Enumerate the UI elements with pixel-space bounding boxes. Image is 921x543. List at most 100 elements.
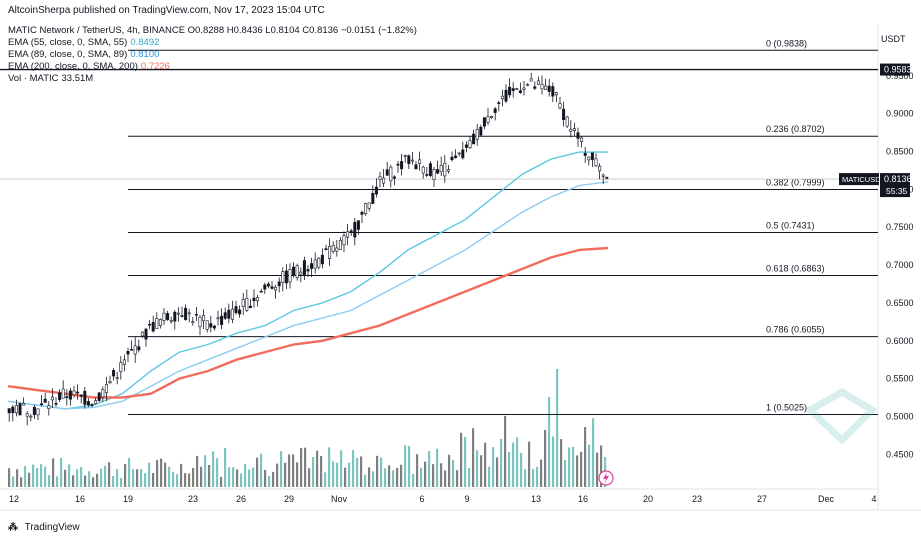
- volume-bar: [532, 468, 535, 487]
- price-tick-label: 0.5500: [886, 374, 914, 384]
- fib-label: 0.786 (0.6055): [766, 325, 825, 335]
- candle-body: [288, 269, 292, 283]
- candle-body: [148, 323, 152, 326]
- volume-bar: [372, 471, 375, 487]
- candle-body: [479, 126, 483, 136]
- volume-bar: [72, 475, 75, 487]
- candle-body: [36, 408, 40, 416]
- candle-body: [94, 400, 98, 405]
- volume-bar: [456, 470, 459, 487]
- volume-bar: [256, 457, 259, 487]
- volume-bar: [520, 452, 523, 487]
- candle-body: [396, 163, 400, 166]
- volume-value: 33.51M: [61, 73, 94, 84]
- candle-body: [317, 258, 321, 268]
- candle-body: [446, 169, 450, 172]
- candle-body: [266, 283, 270, 287]
- volume-bar: [508, 452, 511, 487]
- volume-bar: [144, 473, 147, 487]
- candle-body: [90, 404, 94, 406]
- ema200-label: EMA (200, close, 0, SMA, 200): [8, 61, 138, 72]
- time-tick-label: 29: [284, 494, 294, 504]
- candle-body: [14, 405, 18, 414]
- volume-bar: [128, 457, 131, 487]
- volume-bar: [568, 447, 571, 487]
- candle-body: [252, 297, 256, 302]
- volume-bar: [564, 460, 567, 487]
- volume-bar: [100, 468, 103, 487]
- volume-bar: [96, 473, 99, 487]
- candle-body: [151, 322, 155, 332]
- time-tick-label: 23: [188, 494, 198, 504]
- candle-body: [122, 359, 126, 365]
- candle-body: [274, 286, 278, 291]
- candle-body: [457, 152, 461, 155]
- volume-bar: [576, 455, 579, 487]
- candle-body: [475, 129, 479, 140]
- volume-bar: [500, 438, 503, 487]
- volume-bar: [148, 462, 151, 487]
- volume-bar: [320, 455, 323, 487]
- candle-body: [277, 281, 281, 287]
- candle-body: [86, 401, 90, 406]
- candle-body: [436, 169, 440, 174]
- candle-body: [198, 316, 202, 328]
- candle-body: [137, 346, 141, 351]
- candle-body: [544, 85, 548, 90]
- candle-body: [353, 222, 357, 238]
- volume-bar: [352, 450, 355, 487]
- ema89-legend[interactable]: EMA (89, close, 0, SMA, 89) 0.8100: [8, 49, 159, 60]
- tradingview-footer[interactable]: ⁂ TradingView: [8, 522, 80, 533]
- volume-bar: [360, 456, 363, 487]
- candle-body: [306, 269, 310, 272]
- candle-body: [500, 95, 504, 100]
- volume-bar: [220, 476, 223, 487]
- candle-body: [493, 108, 497, 113]
- candle-body: [238, 309, 242, 315]
- volume-bar: [440, 463, 443, 487]
- candle-body: [245, 297, 249, 311]
- volume-bar: [528, 441, 531, 487]
- candle-body: [97, 392, 101, 401]
- candle-body: [558, 103, 562, 109]
- candle-body: [162, 312, 166, 321]
- volume-bar: [184, 473, 187, 487]
- ema-lines: [7, 151, 609, 410]
- volume-bar: [8, 468, 11, 487]
- candle-body: [281, 271, 285, 283]
- candle-body: [443, 162, 447, 177]
- lightning-icon[interactable]: [598, 470, 614, 486]
- symbol-legend[interactable]: MATIC Network / TetherUS, 4h, BINANCE O0…: [8, 25, 417, 36]
- candle-body: [554, 92, 558, 96]
- volume-bar: [536, 466, 539, 487]
- price-tick-label: 0.6000: [886, 336, 914, 346]
- ema200-legend[interactable]: EMA (200, close, 0, SMA, 200) 0.7226: [8, 61, 170, 72]
- candle-body: [526, 83, 530, 86]
- candle-body: [518, 90, 522, 93]
- volume-bar: [120, 477, 123, 487]
- tradingview-brand: TradingView: [24, 522, 80, 533]
- candle-body: [490, 116, 494, 118]
- time-tick-label: 26: [236, 494, 246, 504]
- volume-bar: [380, 457, 383, 487]
- volume-bar: [392, 470, 395, 487]
- candle-body: [191, 321, 195, 323]
- volume-bar: [332, 461, 335, 487]
- volume-bar: [368, 467, 371, 487]
- volume-legend[interactable]: Vol · MATIC 33.51M: [8, 73, 93, 84]
- candle-body: [565, 116, 569, 127]
- volume-bar: [460, 432, 463, 487]
- candle-body: [133, 345, 137, 355]
- volume-bar: [224, 448, 227, 487]
- candle-body: [576, 132, 580, 139]
- candle-body: [324, 248, 328, 251]
- candle-body: [464, 144, 468, 148]
- candle-body: [468, 140, 472, 149]
- volume-bar: [572, 446, 575, 487]
- volume-bar: [420, 467, 423, 487]
- ema55-legend[interactable]: EMA (55, close, 0, SMA, 55) 0.8492: [8, 37, 159, 48]
- price-tick-label: 0.7000: [886, 260, 914, 270]
- currency-unit[interactable]: USDT: [881, 34, 906, 44]
- candle-body: [209, 323, 213, 328]
